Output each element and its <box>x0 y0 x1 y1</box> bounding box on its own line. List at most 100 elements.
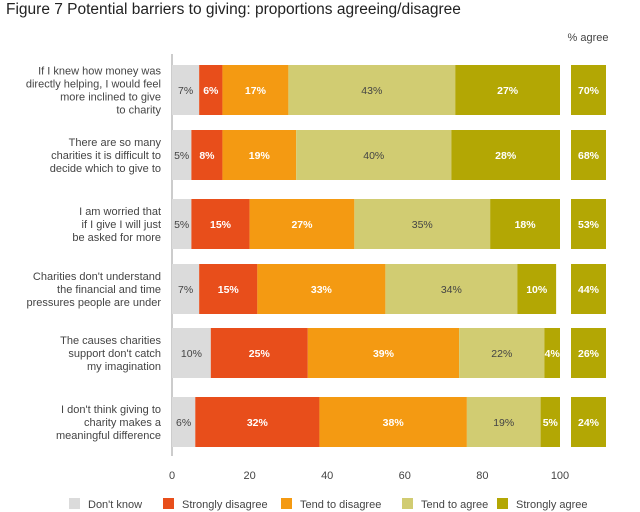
percent-agree-header: % agree <box>568 32 609 44</box>
bar-value-label: 5% <box>543 417 559 429</box>
bar-segment <box>172 397 196 447</box>
bar-value-label: 18% <box>515 219 537 231</box>
x-tick-label: 80 <box>476 470 488 482</box>
category-label: the financial and time <box>57 284 161 296</box>
category-label: decide which to give to <box>50 163 161 175</box>
bar-segment <box>172 130 192 180</box>
bar-segment <box>319 397 467 447</box>
bar-value-label: 27% <box>497 85 519 97</box>
bar-segment <box>451 130 560 180</box>
bar-value-label: 15% <box>210 219 232 231</box>
category-label: support don't catch <box>68 348 161 360</box>
bar-segment <box>249 199 355 249</box>
bar-segment <box>172 264 200 314</box>
bar-value-label: 43% <box>361 85 382 97</box>
percent-agree-box <box>571 264 606 314</box>
legend-label: Strongly disagree <box>182 499 268 511</box>
bar-value-label: 40% <box>363 150 384 162</box>
bar-value-label: 38% <box>383 417 405 429</box>
legend-label: Tend to agree <box>421 499 488 511</box>
category-label: directly helping, I would feel <box>26 79 161 91</box>
bar-segment <box>490 199 560 249</box>
percent-agree-value: 44% <box>578 284 600 296</box>
bar-value-label: 7% <box>178 284 193 296</box>
percent-agree-box <box>571 65 606 115</box>
category-label: Charities don't understand <box>33 271 161 283</box>
bar-value-label: 17% <box>245 85 267 97</box>
percent-agree-value: 53% <box>578 219 600 231</box>
legend-swatch <box>402 498 413 509</box>
bar-segment <box>296 130 452 180</box>
bar-segment <box>385 264 518 314</box>
bar-segment <box>455 65 560 115</box>
percent-agree-value: 26% <box>578 348 600 360</box>
bar-value-label: 6% <box>203 85 219 97</box>
bar-value-label: 35% <box>412 219 433 231</box>
bar-segment <box>199 65 223 115</box>
bar-value-label: 33% <box>311 284 333 296</box>
category-label: my imagination <box>87 361 161 373</box>
percent-agree-box <box>571 397 606 447</box>
bar-segment <box>222 65 289 115</box>
bar-segment <box>191 130 223 180</box>
bar-value-label: 25% <box>249 348 271 360</box>
bar-segment <box>288 65 456 115</box>
bar-value-label: 4% <box>545 348 561 360</box>
bar-value-label: 5% <box>174 219 189 231</box>
legend-swatch <box>497 498 508 509</box>
bar-segment <box>172 65 200 115</box>
legend-label: Strongly agree <box>516 499 588 511</box>
bar-value-label: 6% <box>176 417 191 429</box>
category-label: meaningful difference <box>56 430 161 442</box>
bar-segment <box>195 397 320 447</box>
category-label: if I give I will just <box>82 219 161 231</box>
bar-segment <box>199 264 258 314</box>
x-tick-label: 100 <box>551 470 569 482</box>
legend-swatch <box>281 498 292 509</box>
bar-value-label: 22% <box>491 348 512 360</box>
x-tick-label: 60 <box>399 470 411 482</box>
percent-agree-box <box>571 328 606 378</box>
legend-swatch <box>163 498 174 509</box>
category-label: The causes charities <box>60 335 161 347</box>
figure-title: Figure 7 Potential barriers to giving: p… <box>6 1 461 18</box>
percent-agree-value: 68% <box>578 150 600 162</box>
bar-segment <box>517 264 557 314</box>
percent-agree-value: 24% <box>578 417 600 429</box>
category-label: I am worried that <box>79 206 161 218</box>
category-label: There are so many <box>69 137 162 149</box>
category-label: to charity <box>116 105 161 117</box>
category-label: I don't think giving to <box>61 404 161 416</box>
bar-segment <box>459 328 545 378</box>
legend-label: Don't know <box>88 499 142 511</box>
bar-segment <box>191 199 250 249</box>
bar-segment <box>540 397 560 447</box>
bar-segment <box>354 199 491 249</box>
bar-value-label: 27% <box>291 219 313 231</box>
percent-agree-value: 70% <box>578 85 600 97</box>
bar-segment <box>222 130 297 180</box>
legend-label: Tend to disagree <box>300 499 381 511</box>
bar-segment <box>172 199 192 249</box>
category-label: charities it is difficult to <box>51 150 161 162</box>
legend-swatch <box>69 498 80 509</box>
bar-value-label: 34% <box>441 284 462 296</box>
bar-segment <box>172 328 211 378</box>
bar-value-label: 10% <box>181 348 202 360</box>
bar-value-label: 28% <box>495 150 517 162</box>
x-tick-label: 20 <box>243 470 255 482</box>
x-tick-label: 40 <box>321 470 333 482</box>
bar-value-label: 10% <box>526 284 548 296</box>
bar-segment <box>210 328 308 378</box>
percent-agree-box <box>571 130 606 180</box>
bar-value-label: 39% <box>373 348 395 360</box>
x-tick-label: 0 <box>169 470 175 482</box>
bar-value-label: 8% <box>199 150 215 162</box>
bar-value-label: 32% <box>247 417 269 429</box>
bar-value-label: 7% <box>178 85 193 97</box>
bar-segment <box>257 264 386 314</box>
bar-value-label: 5% <box>174 150 189 162</box>
category-label: charity makes a <box>84 417 162 429</box>
bar-value-label: 19% <box>493 417 514 429</box>
